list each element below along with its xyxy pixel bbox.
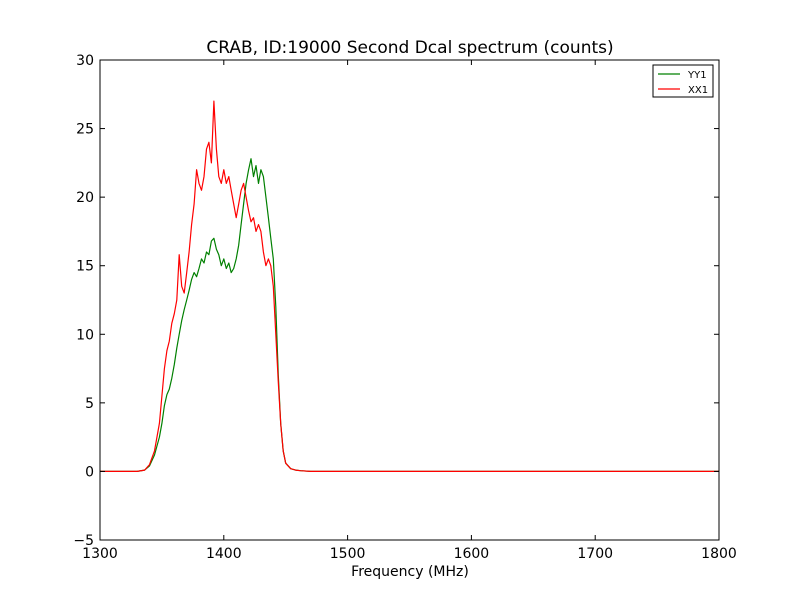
- ticks-layer: 1300 1400 1500 1600 1700 1800 −5 0 5 10 15 20 25 30: [73, 53, 736, 562]
- y-tick-label: −5: [73, 533, 94, 549]
- series-layer: [100, 100, 719, 472]
- y-tick-label: 30: [76, 53, 94, 69]
- legend-label-yy1: YY1: [687, 70, 707, 81]
- y-tick-label: 10: [76, 327, 94, 343]
- x-tick-label: 1500: [330, 546, 366, 562]
- y-tick-label: 5: [85, 396, 94, 412]
- y-tick-label: 0: [85, 464, 94, 480]
- x-tick-label: 1700: [577, 546, 613, 562]
- y-tick-label: 25: [76, 122, 94, 138]
- x-tick-label: 1300: [82, 546, 118, 562]
- legend-label-xx1: XX1: [688, 85, 708, 96]
- series-line-xx1: [100, 100, 719, 472]
- x-tick-label: 1800: [701, 546, 737, 562]
- plot-frame: [99, 59, 720, 541]
- chart-title: CRAB, ID:19000 Second Dcal spectrum (cou…: [206, 38, 613, 58]
- y-tick-label: 20: [76, 190, 94, 206]
- x-tick-label: 1400: [206, 546, 242, 562]
- y-tick-label: 15: [76, 259, 94, 275]
- legend-box: [652, 64, 714, 98]
- x-axis-label: Frequency (MHz): [351, 564, 469, 580]
- x-tick-label: 1600: [454, 546, 490, 562]
